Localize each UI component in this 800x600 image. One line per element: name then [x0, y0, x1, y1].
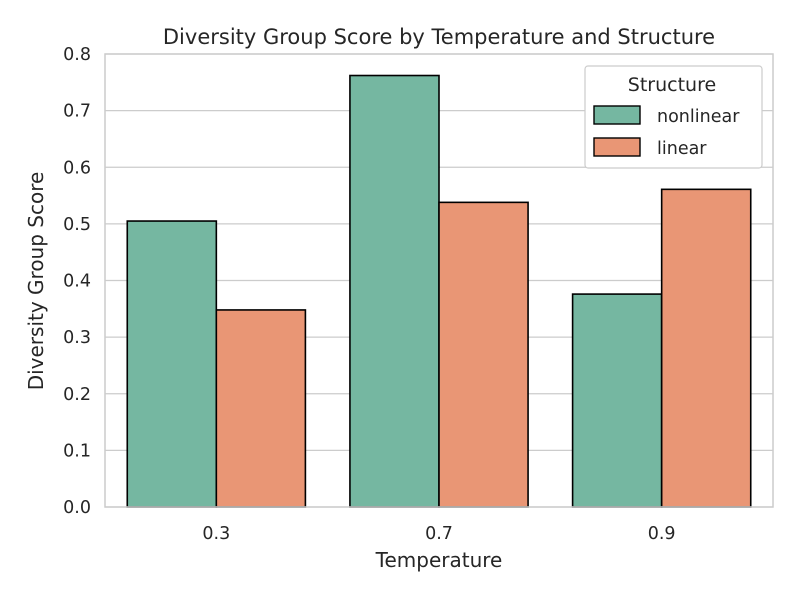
y-tick-label: 0.2 [63, 385, 91, 405]
y-tick-label: 0.3 [63, 328, 91, 348]
y-tick-label: 0.0 [63, 498, 91, 518]
y-tick-label: 0.4 [63, 272, 91, 292]
y-tick-labels: 0.0 0.1 0.2 0.3 0.4 0.5 0.6 0.7 0.8 [63, 45, 91, 518]
y-tick-label: 0.1 [63, 441, 91, 461]
y-tick-label: 0.8 [63, 45, 91, 65]
x-tick-label: 0.9 [648, 524, 676, 544]
bar-nonlinear-0.7 [349, 74, 440, 508]
x-tick-label: 0.3 [202, 524, 230, 544]
x-tick-label: 0.7 [425, 524, 453, 544]
bars [126, 74, 752, 508]
y-tick-label: 0.7 [63, 102, 91, 122]
y-tick-label: 0.5 [63, 215, 91, 235]
plot-frame [104, 53, 774, 508]
legend-label-linear: linear [657, 139, 707, 159]
bar-nonlinear-0.3 [126, 220, 218, 508]
x-axis-label: Temperature [375, 548, 503, 572]
legend-label-nonlinear: nonlinear [657, 107, 740, 127]
legend: Structure nonlinear linear [584, 65, 763, 169]
legend-swatch-linear [593, 137, 641, 157]
bar-linear-0.3 [215, 309, 307, 508]
legend-entries: nonlinear linear [593, 105, 740, 159]
bar-linear-0.9 [660, 188, 752, 508]
x-tick-labels: 0.3 0.7 0.9 [202, 524, 675, 544]
bar-linear-0.7 [438, 201, 529, 508]
legend-swatch-nonlinear [593, 105, 641, 125]
y-axis-label: Diversity Group Score [24, 172, 48, 391]
chart-title: Diversity Group Score by Temperature and… [163, 25, 715, 49]
bar-nonlinear-0.9 [571, 293, 663, 508]
legend-title: Structure [628, 74, 716, 96]
y-tick-label: 0.6 [63, 158, 91, 178]
